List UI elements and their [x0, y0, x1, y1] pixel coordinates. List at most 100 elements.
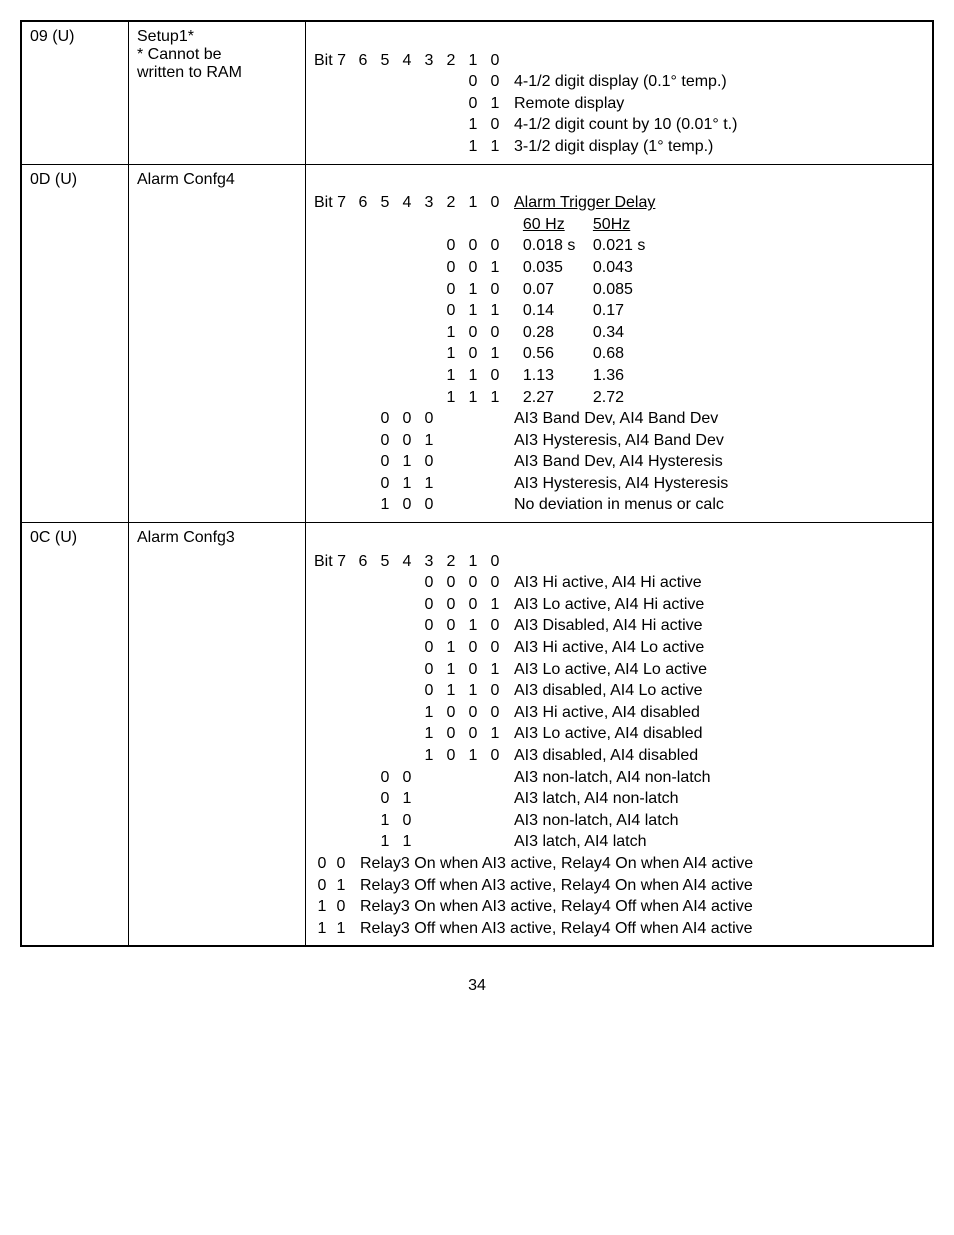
bit-desc: Relay3 On when AI3 active, Relay4 Off wh… — [352, 898, 753, 915]
hz50-header: 50Hz — [593, 214, 663, 236]
hz60-value: 0.018 s — [523, 235, 593, 257]
bit-value: 1 — [462, 745, 484, 767]
bit-value: 1 — [374, 810, 396, 832]
bit-value: 0 — [374, 408, 396, 430]
bit-desc: AI3 Lo active, AI4 Lo active — [506, 661, 707, 678]
bit-value: 1 — [484, 659, 506, 681]
bit-value: 0 — [440, 572, 462, 594]
name-line: * Cannot be — [137, 46, 297, 64]
bit-label: Bit 7 — [314, 50, 352, 72]
bit-value: 0 — [462, 594, 484, 616]
bit-label: 2 — [440, 50, 462, 72]
bit-desc: 4-1/2 digit display (0.1° temp.) — [506, 73, 727, 90]
bit-desc: AI3 latch, AI4 non-latch — [506, 790, 679, 807]
bit-value: 0 — [374, 451, 396, 473]
bit-value: 0 — [440, 594, 462, 616]
bit-label: 4 — [396, 50, 418, 72]
bit-value: 0 — [330, 896, 352, 918]
hz50-value: 0.17 — [593, 300, 663, 322]
bit-value: 0 — [462, 93, 484, 115]
hz50-value: 2.72 — [593, 387, 663, 409]
bit-value: 0 — [440, 745, 462, 767]
bit-desc: 3-1/2 digit display (1° temp.) — [506, 138, 713, 155]
bit-desc: AI3 disabled, AI4 disabled — [506, 747, 698, 764]
bit-value: 0 — [418, 637, 440, 659]
table-row: 0D (U) Alarm Confg4 Bit 76543210Alarm Tr… — [21, 164, 933, 523]
bit-label: 3 — [418, 50, 440, 72]
bit-value: 1 — [440, 387, 462, 409]
bit-label: 2 — [440, 551, 462, 573]
bit-label: 3 — [418, 551, 440, 573]
bit-value: 0 — [484, 235, 506, 257]
bit-value: 1 — [462, 387, 484, 409]
bit-value: 1 — [484, 343, 506, 365]
bit-label: 1 — [462, 192, 484, 214]
trigger-delay-header: Alarm Trigger Delay — [506, 194, 655, 211]
bit-value: 1 — [484, 723, 506, 745]
bit-value: 1 — [440, 322, 462, 344]
code-text: 0D (U) — [30, 171, 77, 188]
bit-value: 0 — [462, 723, 484, 745]
bit-value: 0 — [396, 810, 418, 832]
bit-desc: AI3 Disabled, AI4 Hi active — [506, 617, 703, 634]
bit-value: 1 — [418, 745, 440, 767]
bit-value: 0 — [462, 235, 484, 257]
bit-value: 1 — [314, 896, 330, 918]
bit-value: 1 — [462, 136, 484, 158]
bit-label: 4 — [396, 551, 418, 573]
bit-value: 0 — [418, 680, 440, 702]
bit-desc: AI3 Lo active, AI4 disabled — [506, 725, 703, 742]
bit-value: 0 — [396, 767, 418, 789]
bit-value: 0 — [462, 322, 484, 344]
bit-label: 1 — [462, 551, 484, 573]
name-line: written to RAM — [137, 64, 297, 82]
hz60-value: 2.27 — [523, 387, 593, 409]
bit-value: 1 — [418, 473, 440, 495]
name-line: Alarm Confg3 — [137, 529, 297, 547]
bit-value: 0 — [484, 637, 506, 659]
bit-value: 0 — [462, 343, 484, 365]
bit-desc: Relay3 Off when AI3 active, Relay4 On wh… — [352, 877, 753, 894]
bit-value: 1 — [440, 680, 462, 702]
bit-value: 0 — [440, 723, 462, 745]
bit-desc: AI3 Hysteresis, AI4 Hysteresis — [506, 475, 728, 492]
hz60-value: 0.14 — [523, 300, 593, 322]
page-number: 34 — [20, 977, 934, 995]
bit-value: 0 — [418, 408, 440, 430]
bit-value: 1 — [462, 680, 484, 702]
hz50-value: 1.36 — [593, 365, 663, 387]
bit-label: 5 — [374, 50, 396, 72]
hz50-value: 0.021 s — [593, 235, 663, 257]
bit-value: 0 — [418, 572, 440, 594]
bit-value: 0 — [462, 257, 484, 279]
bit-desc: AI3 non-latch, AI4 latch — [506, 812, 679, 829]
bit-value: 0 — [440, 279, 462, 301]
bit-desc: AI3 Band Dev, AI4 Hysteresis — [506, 453, 723, 470]
bit-value: 1 — [440, 343, 462, 365]
bit-label: 0 — [484, 192, 506, 214]
bit-desc: AI3 Lo active, AI4 Hi active — [506, 596, 704, 613]
bit-desc: AI3 Hysteresis, AI4 Band Dev — [506, 432, 724, 449]
name-line: Setup1* — [137, 28, 297, 46]
bit-value: 0 — [374, 430, 396, 452]
bit-label: Bit 7 — [314, 192, 352, 214]
bit-value: 1 — [440, 659, 462, 681]
hz60-value: 1.13 — [523, 365, 593, 387]
bit-value: 0 — [396, 408, 418, 430]
bit-value: 0 — [462, 572, 484, 594]
table-row: 09 (U) Setup1* * Cannot be written to RA… — [21, 21, 933, 164]
bit-value: 0 — [484, 572, 506, 594]
bit-value: 0 — [418, 594, 440, 616]
bit-value: 1 — [418, 702, 440, 724]
bit-value: 0 — [374, 473, 396, 495]
bit-label: 6 — [352, 50, 374, 72]
code-cell: 0D (U) — [21, 164, 129, 523]
bit-desc: AI3 Hi active, AI4 Hi active — [506, 574, 702, 591]
bit-label: 2 — [440, 192, 462, 214]
table-row: 0C (U) Alarm Confg3 Bit 76543210 0000AI3… — [21, 523, 933, 947]
hz50-value: 0.085 — [593, 279, 663, 301]
bit-value: 0 — [484, 322, 506, 344]
code-text: 0C (U) — [30, 529, 77, 546]
bit-value: 1 — [418, 723, 440, 745]
bit-value: 1 — [396, 473, 418, 495]
